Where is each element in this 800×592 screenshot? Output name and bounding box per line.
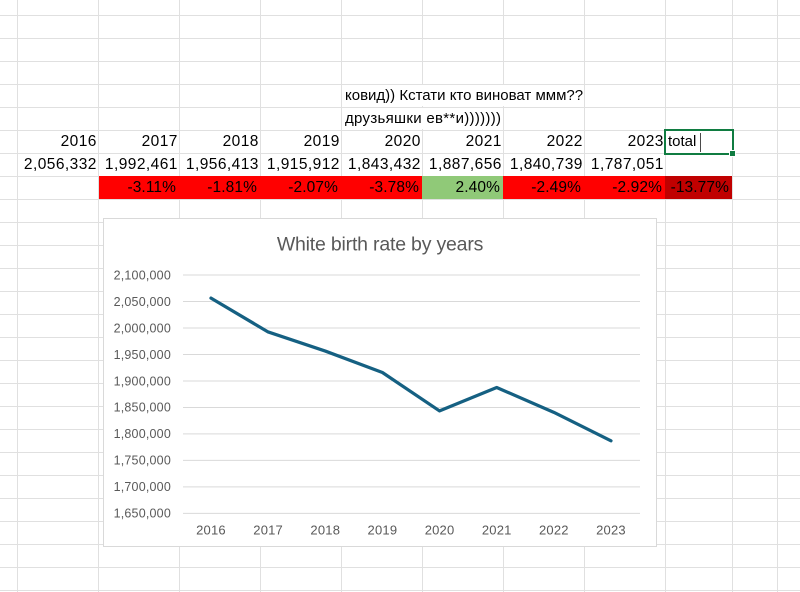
- svg-text:1,900,000: 1,900,000: [114, 374, 171, 388]
- svg-text:1,700,000: 1,700,000: [114, 480, 171, 494]
- svg-text:1,850,000: 1,850,000: [114, 401, 171, 415]
- svg-text:2022: 2022: [539, 523, 569, 538]
- svg-text:2016: 2016: [196, 523, 226, 538]
- svg-text:2,100,000: 2,100,000: [114, 268, 171, 282]
- svg-text:1,800,000: 1,800,000: [114, 427, 171, 441]
- svg-text:2018: 2018: [310, 523, 340, 538]
- svg-text:2021: 2021: [482, 523, 512, 538]
- svg-text:2020: 2020: [425, 523, 455, 538]
- svg-text:1,650,000: 1,650,000: [114, 507, 171, 521]
- svg-text:2017: 2017: [253, 523, 283, 538]
- svg-text:2023: 2023: [596, 523, 626, 538]
- svg-text:White birth rate by years: White birth rate by years: [277, 234, 484, 256]
- svg-text:2019: 2019: [368, 523, 398, 538]
- svg-text:1,950,000: 1,950,000: [114, 348, 171, 362]
- svg-text:2,050,000: 2,050,000: [114, 295, 171, 309]
- svg-text:1,750,000: 1,750,000: [114, 454, 171, 468]
- svg-text:2,000,000: 2,000,000: [114, 321, 171, 335]
